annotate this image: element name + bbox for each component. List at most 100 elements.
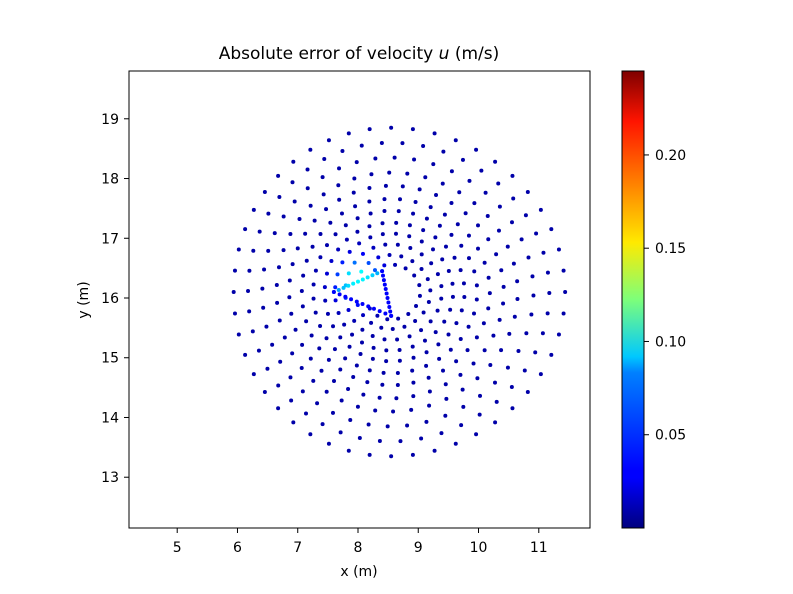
data-point bbox=[479, 168, 484, 173]
data-point bbox=[507, 331, 512, 336]
data-point bbox=[341, 285, 346, 290]
data-point bbox=[443, 413, 448, 418]
data-point bbox=[440, 257, 445, 262]
data-point bbox=[450, 294, 455, 299]
data-point bbox=[487, 291, 492, 296]
data-point bbox=[403, 266, 408, 271]
data-point bbox=[396, 209, 401, 214]
data-point bbox=[510, 406, 515, 411]
data-point bbox=[493, 159, 498, 164]
data-point bbox=[355, 404, 360, 409]
data-point bbox=[525, 390, 530, 395]
data-point bbox=[311, 378, 316, 383]
data-point bbox=[405, 171, 410, 176]
data-point bbox=[320, 175, 325, 180]
data-point bbox=[346, 307, 351, 312]
data-point bbox=[338, 430, 343, 435]
data-point bbox=[289, 398, 294, 403]
data-point bbox=[328, 220, 333, 225]
data-point bbox=[260, 286, 265, 291]
data-point bbox=[516, 348, 521, 353]
data-point bbox=[441, 149, 446, 154]
data-point bbox=[383, 287, 388, 292]
data-point bbox=[322, 156, 327, 161]
data-point bbox=[382, 337, 387, 342]
data-point bbox=[379, 140, 384, 145]
data-point bbox=[424, 419, 429, 424]
data-point bbox=[408, 246, 413, 251]
data-point bbox=[308, 356, 313, 361]
x-axis: 5 6 7 8 9 10 11 bbox=[173, 528, 548, 556]
data-point bbox=[382, 197, 387, 202]
colorbar-tick-label: 0.05 bbox=[655, 428, 686, 444]
data-point bbox=[383, 311, 388, 316]
data-point bbox=[417, 283, 422, 288]
data-point bbox=[354, 363, 359, 368]
data-point bbox=[305, 186, 310, 191]
data-point bbox=[339, 398, 344, 403]
data-point bbox=[377, 438, 382, 443]
data-point bbox=[458, 336, 463, 341]
data-point bbox=[461, 404, 466, 409]
data-point bbox=[427, 403, 432, 408]
data-point bbox=[360, 327, 365, 332]
data-point bbox=[295, 246, 300, 251]
data-point bbox=[360, 277, 365, 282]
data-point bbox=[472, 311, 476, 316]
data-point bbox=[457, 190, 462, 195]
data-point bbox=[556, 332, 561, 337]
data-point bbox=[338, 335, 343, 340]
data-point bbox=[287, 278, 292, 283]
data-point bbox=[388, 309, 393, 314]
data-point bbox=[247, 268, 252, 273]
data-point bbox=[333, 232, 338, 237]
data-point bbox=[427, 389, 432, 394]
data-point bbox=[347, 344, 352, 349]
data-point bbox=[531, 293, 536, 298]
data-point bbox=[289, 311, 294, 316]
data-point bbox=[381, 370, 386, 375]
data-point bbox=[466, 324, 471, 329]
data-point bbox=[232, 268, 237, 273]
data-point bbox=[417, 187, 422, 192]
data-point bbox=[505, 365, 510, 370]
data-point bbox=[371, 306, 376, 311]
data-point bbox=[466, 233, 471, 238]
data-point bbox=[276, 406, 281, 411]
data-point bbox=[324, 207, 329, 212]
data-point bbox=[332, 347, 337, 352]
data-point bbox=[355, 302, 360, 307]
data-point bbox=[354, 299, 359, 304]
data-point bbox=[275, 300, 280, 305]
data-point bbox=[510, 173, 515, 178]
data-point bbox=[323, 298, 328, 303]
data-point bbox=[428, 205, 433, 210]
data-point bbox=[361, 392, 366, 397]
y-tick-label: 18 bbox=[101, 172, 119, 188]
data-point bbox=[486, 237, 491, 242]
data-point bbox=[384, 348, 389, 353]
data-point bbox=[305, 167, 310, 172]
data-point bbox=[311, 296, 316, 301]
data-point bbox=[423, 175, 428, 180]
data-point bbox=[399, 254, 404, 259]
data-point bbox=[530, 274, 535, 279]
data-point bbox=[397, 347, 402, 352]
data-point bbox=[274, 283, 279, 288]
data-point bbox=[315, 401, 320, 406]
data-point bbox=[318, 255, 323, 260]
data-point bbox=[482, 348, 487, 353]
data-point bbox=[357, 241, 362, 246]
data-point bbox=[346, 387, 351, 392]
data-point bbox=[394, 396, 399, 401]
data-point bbox=[291, 159, 296, 164]
data-point bbox=[232, 311, 237, 316]
data-point bbox=[290, 180, 295, 185]
data-point bbox=[385, 317, 390, 322]
data-point bbox=[443, 382, 448, 387]
data-point bbox=[350, 332, 355, 337]
data-point bbox=[413, 199, 418, 204]
data-point bbox=[320, 422, 325, 427]
data-point bbox=[540, 331, 545, 336]
data-point bbox=[300, 304, 305, 309]
